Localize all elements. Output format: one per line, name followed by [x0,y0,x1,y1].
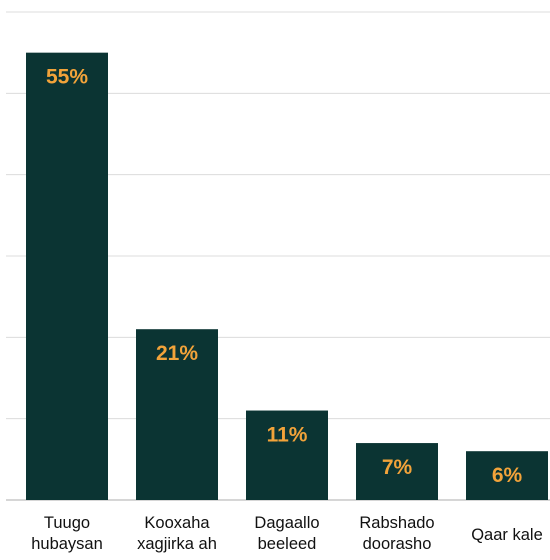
x-tick-label: Tuugo hubaysan [31,514,103,553]
bar [136,329,218,500]
bar-value-label: 11% [267,424,308,447]
bar [246,410,328,500]
bar [26,52,108,501]
bar-value-label: 6% [492,464,523,487]
bar-value-label: 7% [382,456,413,479]
chart-bars: 55% 21% 11% 7% 6% [26,52,548,501]
bar [356,443,438,500]
bar-value-label: 55% [46,66,88,89]
x-tick-label: Kooxaha xagjirka ah [137,514,217,553]
bar-value-label: 21% [156,342,198,365]
x-tick-label: Rabshado doorasho [359,514,434,553]
x-tick-label: Dagaallo beeleed [254,514,319,553]
x-tick-label: Qaar kale [471,526,543,544]
chart-x-tick-labels: Tuugo hubaysan Kooxaha xagjirka ah Dagaallo b… [31,514,543,553]
bar [466,451,548,500]
